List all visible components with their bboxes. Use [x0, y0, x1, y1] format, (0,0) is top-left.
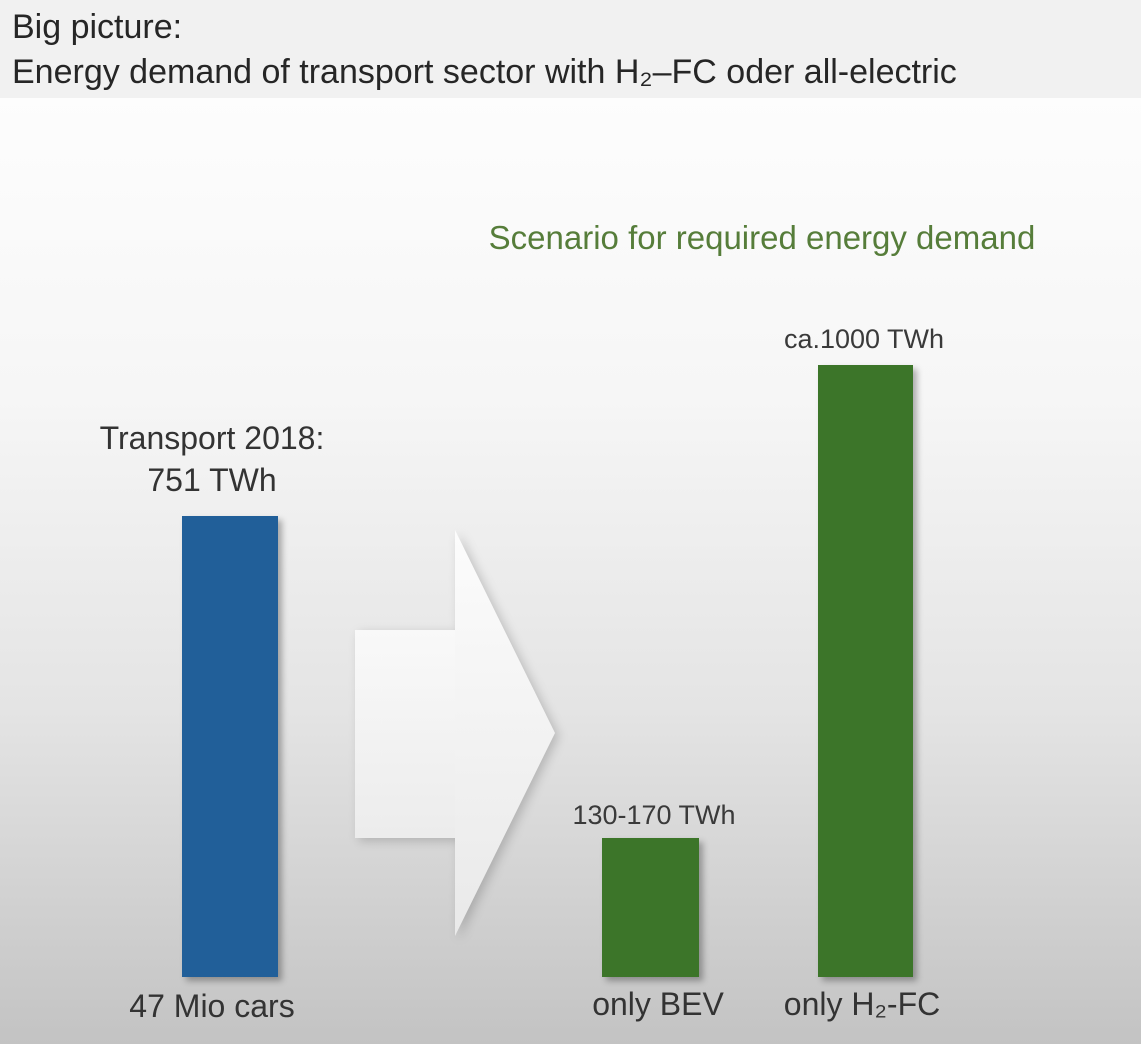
label-bev-value: 130-170 TWh — [572, 800, 736, 830]
bar-only-h2fc — [818, 365, 913, 977]
label-only-h2fc: only H₂-FC — [783, 986, 941, 1022]
slide-header: Big picture: Energy demand of transport … — [0, 0, 1141, 98]
label-h2fc-value: ca.1000 TWh — [783, 324, 945, 354]
bar-transport-2018 — [182, 516, 278, 977]
label-47-mio-cars: 47 Mio cars — [129, 988, 295, 1024]
page-title-line-1: Big picture: — [12, 8, 183, 46]
page-title-line-2: Energy demand of transport sector with H… — [12, 53, 957, 91]
scenario-heading: Scenario for required energy demand — [488, 219, 1036, 256]
transition-arrow-icon — [355, 530, 555, 936]
bar-only-bev — [602, 838, 699, 977]
label-only-bev: only BEV — [592, 986, 724, 1022]
label-transport-2018-value: Transport 2018: 751 TWh — [99, 420, 325, 498]
arrow-shaft — [355, 630, 456, 838]
